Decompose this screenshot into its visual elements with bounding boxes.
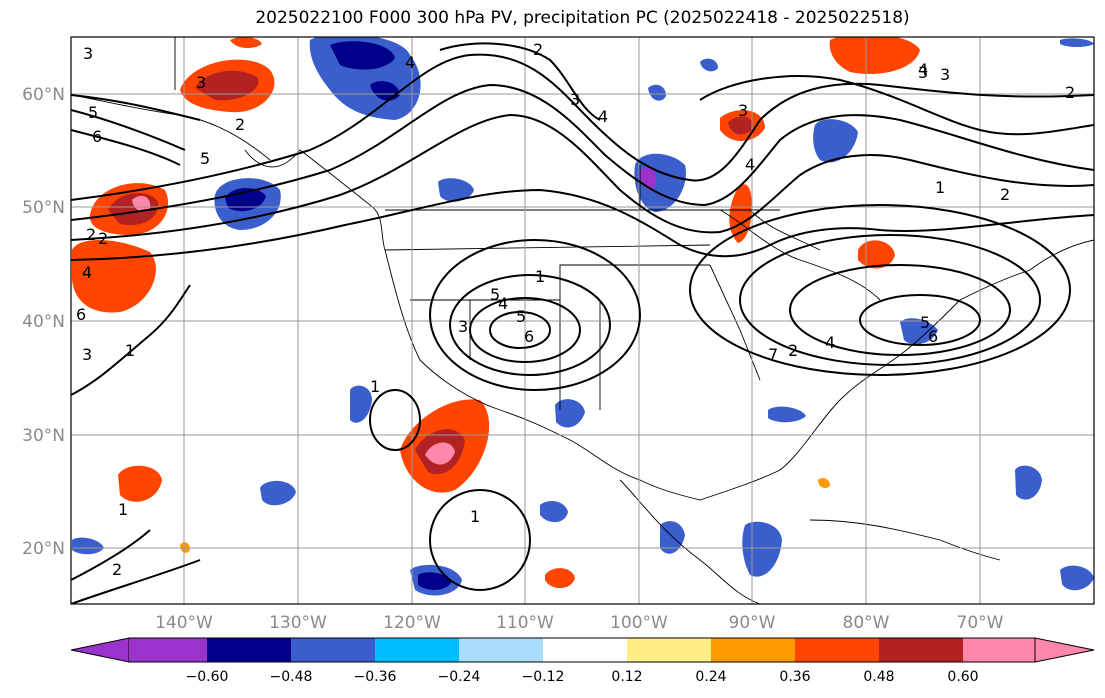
colorbar-tick-label: 0.36 (779, 669, 810, 685)
contour-label: 2 (112, 560, 122, 579)
positive-anomaly-pacific (72, 240, 156, 313)
colorbar-bin (879, 638, 963, 662)
longitude-labels: 140°W 130°W 120°W 110°W 100°W 90°W 80°W … (155, 613, 1004, 633)
contour-label: 7 (768, 345, 778, 364)
colorbar-bin (129, 638, 207, 662)
contour-label: 3 (918, 63, 928, 82)
lon-label: 130°W (269, 613, 327, 633)
lon-label: 100°W (610, 613, 668, 633)
contour-label: 3 (196, 73, 206, 92)
pv-contours (71, 42, 1094, 604)
lat-label: 60°N (22, 85, 65, 105)
contour-label: 6 (928, 327, 938, 346)
contour-label: 3 (458, 317, 468, 336)
map-frame (70, 36, 1095, 605)
lon-label: 90°W (729, 613, 776, 633)
contour-label: 4 (498, 294, 508, 313)
lat-label: 20°N (22, 539, 65, 559)
colorbar-bin (207, 638, 291, 662)
contour-label: 5 (920, 313, 930, 332)
contour-label: 5 (88, 103, 98, 122)
contour-label: 2 (86, 225, 96, 244)
contour-label: 2 (533, 40, 543, 59)
map-title: 2025022100 F000 300 hPa PV, precipitatio… (255, 8, 910, 28)
contour-label: 6 (92, 127, 102, 146)
positive-anomaly-hudson-north (829, 37, 920, 74)
colorbar-tick-label: 0.60 (947, 669, 978, 685)
colorbar-extend-high (1034, 637, 1095, 663)
contour-label: 4 (598, 107, 608, 126)
colorbar-tick-label: 0.12 (611, 669, 642, 685)
contour-label: 3 (940, 65, 950, 84)
lon-label: 140°W (155, 613, 213, 633)
colorbar-bin (375, 638, 459, 662)
precip-anomaly-shading (72, 37, 1094, 596)
colorbar-bin (627, 638, 711, 662)
colorbar-tick-label: 0.24 (695, 669, 726, 685)
contour-label: 3 (82, 345, 92, 364)
colorbar-bin (795, 638, 879, 662)
contour-label: 1 (535, 267, 545, 286)
graticule (71, 37, 1094, 604)
contour-label: 5 (516, 307, 526, 326)
latitude-labels: 60°N 50°N 40°N 30°N 20°N (22, 85, 65, 559)
lat-label: 50°N (22, 198, 65, 218)
contour-label: 2 (98, 229, 108, 248)
contour-label: 1 (470, 507, 480, 526)
contour-label: 4 (745, 155, 755, 174)
colorbar-tick-label: −0.12 (522, 669, 565, 685)
contour-label: 2 (1000, 185, 1010, 204)
positive-anomaly-quebec (858, 240, 895, 269)
contour-label: 5 (200, 149, 210, 168)
pv-contour-labels: 3 5 6 3 2 4 5 4 2 3 4 3 4 5 6 3 4 3 1 2 … (76, 40, 1075, 579)
contour-label: 3 (570, 90, 580, 109)
contour-label: 2 (788, 341, 798, 360)
colorbar-bin (459, 638, 543, 662)
colorbar-extend-low (70, 637, 130, 663)
lon-label: 120°W (383, 613, 441, 633)
colorbar-tick-label: −0.60 (186, 669, 229, 685)
colorbar-bin (711, 638, 795, 662)
contour-label: 6 (524, 327, 534, 346)
lat-label: 30°N (22, 426, 65, 446)
contour-label: 4 (825, 333, 835, 352)
lat-label: 40°N (22, 312, 65, 332)
contour-label: 1 (935, 178, 945, 197)
lon-label: 110°W (496, 613, 554, 633)
positive-anomaly-great-lakes (729, 184, 752, 243)
contour-label: 1 (370, 377, 380, 396)
colorbar: −0.60 −0.48 −0.36 −0.24 −0.12 0.12 0.24 … (70, 637, 1095, 685)
colorbar-tick-label: −0.24 (438, 669, 481, 685)
contour-label: 2 (235, 115, 245, 134)
colorbar-bin (543, 638, 627, 662)
contour-label: 4 (82, 263, 92, 282)
contour-label: 1 (125, 341, 135, 360)
colorbar-bin (291, 638, 375, 662)
contour-label: 5 (490, 285, 500, 304)
colorbar-bin (963, 638, 1035, 662)
contour-label: 1 (118, 500, 128, 519)
colorbar-tick-label: 0.48 (863, 669, 894, 685)
colorbar-tick-label: −0.36 (354, 669, 397, 685)
contour-label: 3 (738, 101, 748, 120)
contour-label: 6 (76, 305, 86, 324)
lon-label: 70°W (957, 613, 1004, 633)
contour-label: 3 (83, 44, 93, 63)
lon-label: 80°W (843, 613, 890, 633)
colorbar-tick-label: −0.48 (270, 669, 313, 685)
contour-label: 4 (405, 53, 415, 72)
contour-label: 2 (1065, 83, 1075, 102)
contour-label: 4 (918, 60, 928, 79)
